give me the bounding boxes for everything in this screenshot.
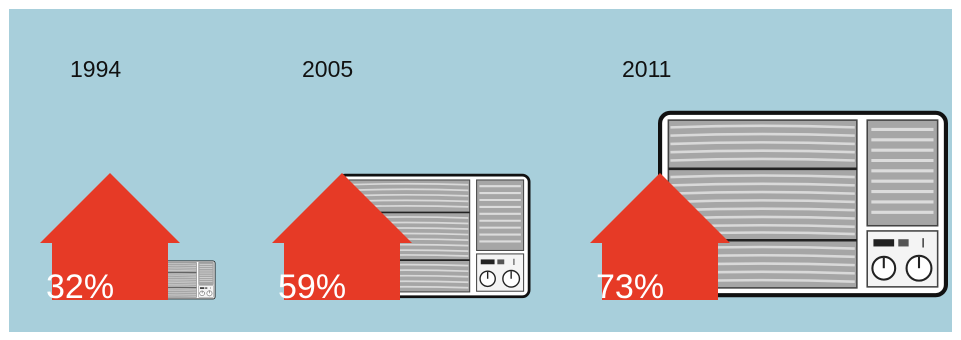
group-2005: 2005 59% (272, 56, 531, 306)
group-1994: 1994 32% (40, 56, 216, 306)
year-label: 2005 (302, 56, 353, 82)
house-arrow-icon (272, 173, 412, 300)
house-arrow-icon (40, 173, 180, 300)
year-label: 2011 (622, 56, 671, 82)
house-arrow-icon (590, 173, 730, 300)
group-2011: 2011 73% (590, 56, 946, 306)
value-label: 73% (596, 268, 664, 306)
year-label: 1994 (70, 56, 121, 82)
value-label: 59% (278, 268, 346, 306)
value-label: 32% (46, 268, 114, 306)
